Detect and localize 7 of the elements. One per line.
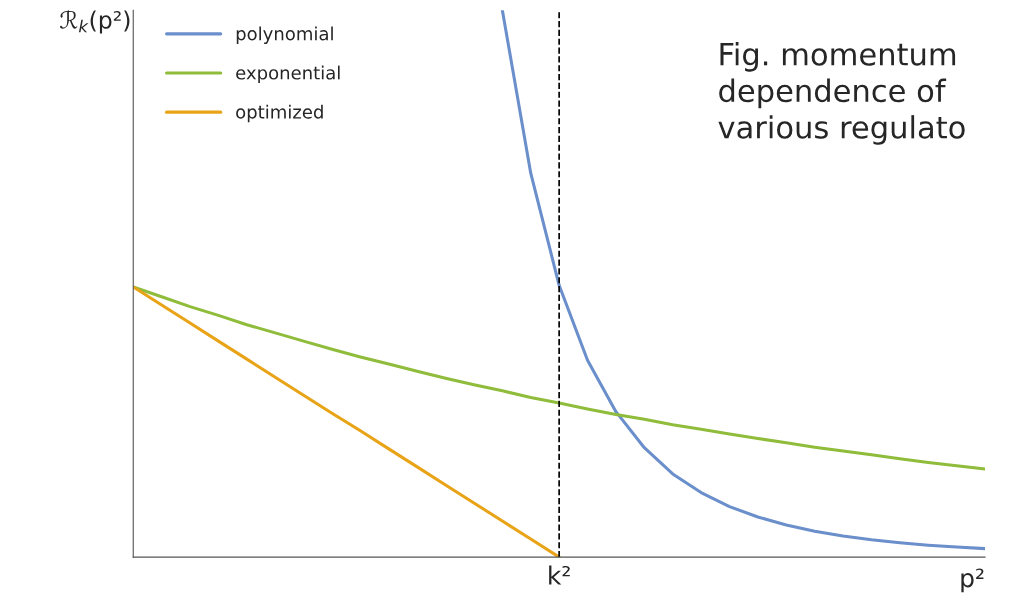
legend-label: optimized: [236, 104, 323, 123]
x-axis-title: p²: [961, 568, 984, 593]
annotation: Fig. momentum dependence of various regulato: [718, 42, 965, 145]
y-axis-title: ℛ$_{k}$(p²): [60, 10, 130, 34]
legend-label: exponential: [236, 65, 340, 84]
text: k²: [549, 565, 570, 585]
legend-label: polynomial: [236, 26, 333, 44]
